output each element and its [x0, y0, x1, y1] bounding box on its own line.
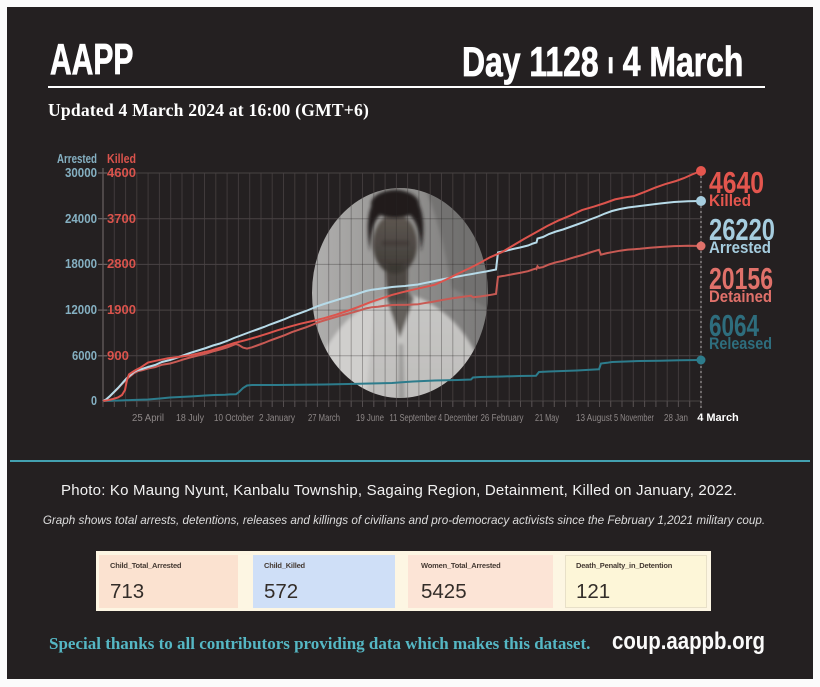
svg-text:30000: 30000 [65, 166, 97, 180]
svg-text:6000: 6000 [72, 349, 97, 363]
svg-text:Arrested: Arrested [57, 152, 97, 166]
svg-text:11 September: 11 September [390, 413, 438, 424]
svg-text:26 February: 26 February [481, 413, 524, 424]
svg-text:25 April: 25 April [132, 413, 164, 424]
svg-text:12000: 12000 [65, 303, 97, 317]
svg-text:Arrested: Arrested [709, 238, 771, 257]
svg-text:13 August: 13 August [576, 413, 612, 424]
svg-text:900: 900 [107, 349, 129, 363]
svg-text:6064: 6064 [709, 308, 760, 343]
svg-text:4640: 4640 [709, 165, 764, 200]
svg-text:4600: 4600 [107, 166, 136, 180]
svg-text:2 January: 2 January [259, 413, 295, 424]
svg-text:Detained: Detained [709, 287, 772, 306]
svg-text:27 March: 27 March [308, 413, 340, 424]
svg-text:Killed: Killed [107, 152, 136, 166]
svg-text:21 May: 21 May [535, 413, 559, 424]
svg-text:Killed: Killed [709, 191, 751, 210]
svg-text:18000: 18000 [65, 257, 97, 271]
svg-text:24000: 24000 [65, 212, 97, 226]
svg-text:5 November: 5 November [614, 413, 654, 424]
svg-text:28 Jan: 28 Jan [664, 413, 688, 424]
svg-text:19 June: 19 June [356, 413, 384, 424]
svg-text:20156: 20156 [709, 261, 773, 296]
svg-text:4 March: 4 March [697, 412, 739, 424]
svg-text:10 October: 10 October [214, 413, 255, 424]
svg-text:Released: Released [709, 334, 772, 353]
svg-text:1900: 1900 [107, 303, 136, 317]
svg-text:3700: 3700 [107, 212, 136, 226]
svg-text:0: 0 [91, 394, 97, 408]
svg-text:18 July: 18 July [176, 413, 204, 424]
svg-text:26220: 26220 [709, 212, 775, 247]
svg-text:4 December: 4 December [438, 413, 478, 424]
svg-text:2800: 2800 [107, 257, 136, 271]
